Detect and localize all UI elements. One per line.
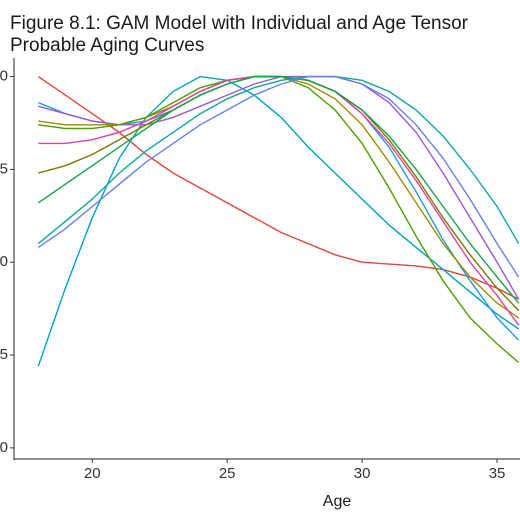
- y-tick-label: 0.50: [0, 253, 8, 270]
- curve: [38, 75, 520, 300]
- curve: [38, 75, 520, 311]
- x-tick-label: 25: [219, 465, 236, 482]
- curve: [38, 75, 520, 341]
- curve: [37, 75, 520, 278]
- curve: [37, 75, 520, 367]
- y-tick-label: 0.75: [0, 160, 8, 177]
- x-tick-label: 20: [84, 465, 101, 482]
- y-tick-label: 1.00: [0, 68, 8, 85]
- x-tick-label: 35: [489, 465, 506, 482]
- curve: [37, 76, 520, 300]
- chart-title: Probable Aging Curves: [10, 35, 204, 56]
- chart-title: Figure 8.1: GAM Model with Individual an…: [10, 13, 469, 34]
- x-axis-title: Age: [323, 493, 352, 510]
- y-tick-label: 0.00: [0, 439, 8, 456]
- curve: [37, 75, 520, 304]
- x-tick-label: 30: [354, 465, 371, 482]
- curve: [38, 75, 520, 319]
- curve: [38, 75, 520, 364]
- curve: [37, 75, 520, 245]
- curve: [38, 75, 520, 326]
- y-tick-label: 0.25: [0, 346, 8, 363]
